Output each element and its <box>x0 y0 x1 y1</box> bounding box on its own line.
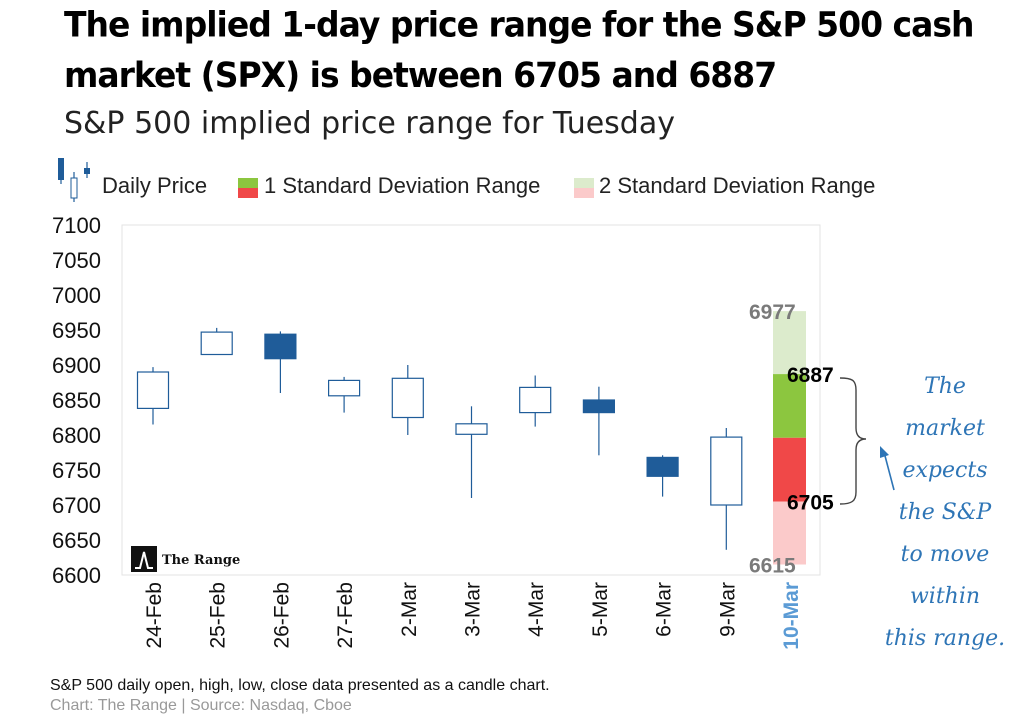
y-tick-label: 6600 <box>52 563 101 588</box>
legend-2sd-upper-swatch <box>574 178 594 188</box>
x-axis: 24-Feb 25-Feb 26-Feb 27-Feb 2-Mar 3-Mar 4-Mar 5… <box>143 582 803 650</box>
y-tick-label: 7100 <box>52 213 101 238</box>
candle-up-body <box>710 436 743 506</box>
annotation-line: the S&P <box>898 500 992 525</box>
y-tick-label: 6650 <box>52 528 101 553</box>
y-axis: 7100 7050 7000 6950 6900 6850 6800 6750 6700 6650… <box>52 213 101 588</box>
x-tick-label: 6-Mar <box>653 582 676 637</box>
logo-text: The Range <box>162 553 240 568</box>
legend-2sd-lower-swatch <box>574 188 594 198</box>
candle-up-body <box>519 386 552 414</box>
chart-subtitle: S&P 500 implied price range for Tuesday <box>64 106 675 141</box>
source-note: Chart: The Range | Source: Nasdaq, Cboe <box>50 697 352 714</box>
y-tick-label: 6850 <box>52 388 101 413</box>
chart-title: The implied 1-day price range for the S&… <box>64 3 975 96</box>
annotation-line: this range. <box>884 626 1006 651</box>
y-tick-label: 6950 <box>52 318 101 343</box>
forecast-date-label: 10-Mar <box>780 582 803 650</box>
annotation-line: market <box>905 416 985 441</box>
x-tick-label: 24-Feb <box>143 582 166 649</box>
legend-1sd-label: 1 Standard Deviation Range <box>264 173 541 198</box>
legend-2sd-label: 2 Standard Deviation Range <box>599 173 876 198</box>
sd2-high-label: 6977 <box>749 301 796 324</box>
logo-icon <box>131 546 157 572</box>
forecast-range: 6977 6887 6705 6615 <box>749 301 834 577</box>
y-tick-label: 6750 <box>52 458 101 483</box>
y-tick-label: 6900 <box>52 353 101 378</box>
y-tick-label: 7000 <box>52 283 101 308</box>
sd2-upper-band <box>773 311 806 375</box>
annotation-arrow <box>880 446 895 491</box>
candle-up-body <box>136 371 170 410</box>
sd1-lower-band <box>773 437 806 502</box>
sd1-upper-band <box>773 374 806 438</box>
x-tick-label: 27-Feb <box>334 582 357 649</box>
candle-legend-icon <box>58 158 90 202</box>
y-tick-label: 6800 <box>52 423 101 448</box>
annotation-line: expects <box>902 458 988 483</box>
sd1-low-label: 6705 <box>787 492 834 515</box>
sd2-lower-band <box>773 501 806 565</box>
candle-up-body <box>455 423 488 435</box>
logo-glyph <box>135 551 153 569</box>
annotation-line: within <box>909 584 981 609</box>
x-tick-label: 4-Mar <box>525 582 548 637</box>
logo: The Range <box>131 546 240 572</box>
legend-1sd-upper-swatch <box>238 178 258 188</box>
footnote: S&P 500 daily open, high, low, close dat… <box>50 677 550 694</box>
candle-down-body <box>264 333 297 360</box>
candle-up-body <box>200 331 233 356</box>
annotation-line: to move <box>900 542 990 567</box>
y-tick-label: 6700 <box>52 493 101 518</box>
candle-up-body <box>328 379 361 397</box>
candle-up-body <box>391 377 424 419</box>
sd2-low-label: 6615 <box>749 555 796 578</box>
annotation-line: The <box>924 374 966 399</box>
x-tick-label: 25-Feb <box>207 582 230 649</box>
sd1-high-label: 6887 <box>787 364 834 387</box>
y-tick-label: 7050 <box>52 248 101 273</box>
x-tick-label: 9-Mar <box>716 582 739 637</box>
legend-daily-price-label: Daily Price <box>102 173 208 198</box>
x-tick-label: 2-Mar <box>398 582 421 637</box>
annotation-text: The market expects the S&P to move withi… <box>870 366 1020 660</box>
x-tick-label: 3-Mar <box>462 582 485 637</box>
plot-area <box>121 224 821 576</box>
legend-1sd-lower-swatch <box>238 188 258 198</box>
candle-down-body <box>646 456 679 477</box>
annotation-brace <box>839 377 867 505</box>
x-tick-label: 26-Feb <box>270 582 293 649</box>
candle-series <box>136 327 743 550</box>
x-tick-label: 5-Mar <box>589 582 612 637</box>
candle-down-body <box>582 399 616 414</box>
